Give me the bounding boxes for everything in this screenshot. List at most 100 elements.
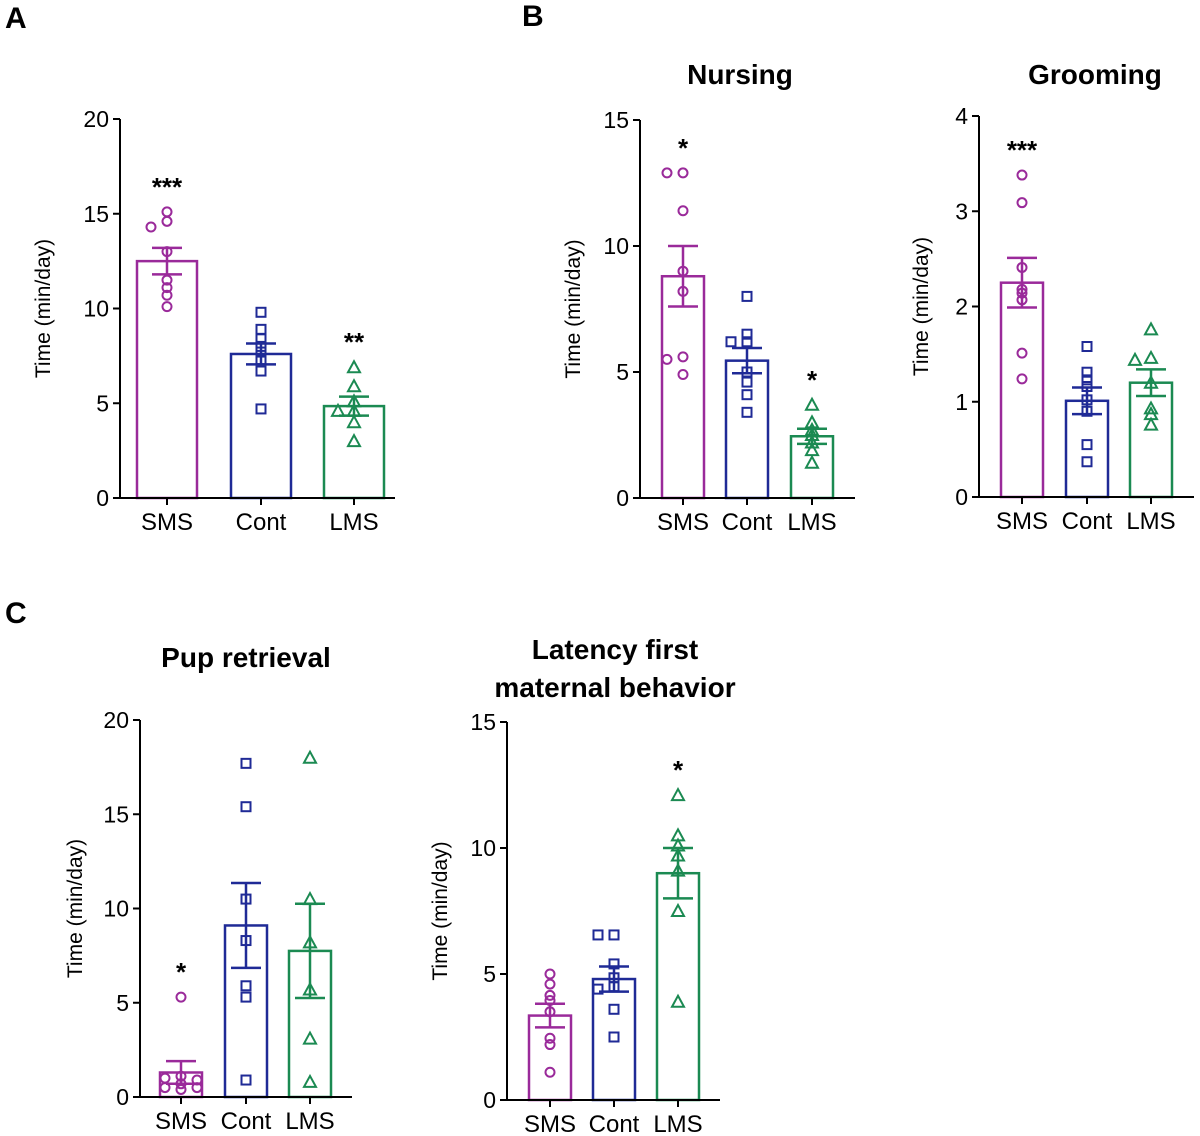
y-tick-label: 5 (616, 359, 629, 385)
data-point-Cont (255, 365, 267, 377)
data-point-Cont (741, 406, 753, 418)
data-point-LMS (1143, 416, 1159, 431)
data-point-SMS (661, 167, 673, 179)
x-tick-label: Cont (589, 1111, 640, 1136)
data-point-LMS (670, 786, 686, 802)
data-point-SMS (677, 167, 689, 179)
data-point-Cont (1081, 456, 1093, 468)
chart-title: Grooming (1028, 59, 1162, 90)
y-tick-label: 15 (603, 107, 629, 133)
y-tick-label: 15 (470, 709, 496, 735)
bar-SMS (999, 281, 1045, 499)
data-point-SMS (161, 206, 173, 218)
data-point-SMS (161, 215, 173, 227)
data-point-LMS (670, 902, 686, 917)
x-tick-label: SMS (141, 509, 193, 536)
data-point-LMS (670, 862, 686, 877)
data-point-Cont (1081, 341, 1093, 353)
data-point-Cont (1081, 394, 1093, 406)
bar-LMS (655, 871, 701, 1102)
bar-Cont (591, 977, 637, 1102)
y-tick-label: 0 (616, 485, 629, 511)
data-point-LMS (804, 426, 820, 441)
data-point-SMS (544, 1032, 556, 1044)
x-tick-label: LMS (653, 1111, 702, 1136)
data-point-Cont (240, 991, 252, 1003)
data-point-SMS (677, 351, 689, 363)
y-tick-label: 0 (955, 484, 968, 510)
data-point-Cont (741, 328, 753, 340)
data-point-SMS (544, 989, 556, 1001)
data-point-SMS (1016, 347, 1028, 359)
data-point-Cont (255, 346, 267, 358)
significance-marker: * (673, 755, 684, 785)
data-point-SMS (1016, 169, 1028, 181)
data-point-LMS (804, 434, 820, 449)
significance-marker: ** (344, 327, 365, 357)
chart-title: Pup retrieval (161, 642, 331, 673)
x-tick-label: LMS (1126, 508, 1175, 535)
data-point-Cont (1081, 439, 1093, 451)
data-point-SMS (159, 1082, 171, 1094)
bar-LMS (322, 404, 386, 500)
data-point-LMS (1143, 374, 1159, 389)
chart-3: Pup retrieval Time (min/day) * SMS Cont LMS 0 5… (64, 642, 352, 1135)
data-point-SMS (1016, 294, 1028, 306)
y-axis-label: Time (min/day) (429, 841, 452, 980)
data-point-SMS (161, 246, 173, 258)
chart-title: Nursing (687, 59, 793, 90)
data-point-Cont (741, 336, 753, 348)
x-tick-label: Cont (236, 509, 287, 536)
x-tick-label: SMS (657, 509, 709, 536)
data-point-SMS (1016, 197, 1028, 209)
x-tick-label: SMS (524, 1111, 576, 1136)
y-axis-label: Time (min/day) (562, 239, 585, 378)
data-point-SMS (175, 1078, 187, 1090)
y-tick-label: 10 (103, 896, 129, 922)
data-point-LMS (670, 847, 686, 862)
data-point-LMS (302, 1073, 318, 1088)
x-tick-label: LMS (787, 509, 836, 536)
data-point-SMS (161, 282, 173, 294)
data-point-Cont (741, 376, 753, 388)
significance-marker: *** (1007, 135, 1038, 165)
data-point-SMS (1016, 261, 1028, 273)
data-point-SMS (677, 265, 689, 277)
y-tick-label: 10 (603, 233, 629, 259)
data-point-LMS (804, 454, 820, 469)
data-point-LMS (346, 378, 362, 393)
data-point-SMS (145, 221, 157, 233)
data-point-LMS (1143, 321, 1159, 336)
y-tick-label: 10 (83, 296, 109, 322)
y-tick-label: 15 (103, 801, 129, 827)
y-tick-label: 20 (103, 707, 129, 733)
data-point-SMS (191, 1082, 203, 1094)
data-point-SMS (175, 1083, 187, 1095)
data-point-SMS (544, 994, 556, 1006)
data-point-Cont (725, 336, 737, 348)
data-point-Cont (240, 893, 252, 905)
data-point-Cont (608, 958, 620, 970)
data-point-Cont (1081, 366, 1093, 378)
data-point-SMS (161, 274, 173, 286)
data-point-LMS (346, 433, 362, 448)
data-point-Cont (240, 1074, 252, 1086)
data-point-LMS (804, 396, 820, 411)
data-point-Cont (741, 366, 753, 378)
x-tick-label: LMS (329, 509, 378, 536)
y-tick-label: 10 (470, 835, 496, 861)
y-tick-label: 20 (83, 106, 109, 132)
data-point-LMS (1143, 400, 1159, 415)
data-point-SMS (1016, 283, 1028, 295)
chart-1: Nursing Time (min/day) * SMS Cont * LMS 0 5 10 15 (562, 59, 855, 536)
data-point-SMS (1016, 287, 1028, 299)
significance-marker: * (176, 957, 187, 987)
significance-marker: * (678, 133, 689, 163)
data-point-LMS (302, 890, 318, 906)
x-tick-label: SMS (996, 508, 1048, 535)
data-point-Cont (608, 1031, 620, 1043)
data-point-Cont (255, 403, 267, 415)
data-point-Cont (255, 323, 267, 335)
panel-label-b: B (522, 0, 544, 33)
data-point-Cont (240, 801, 252, 813)
